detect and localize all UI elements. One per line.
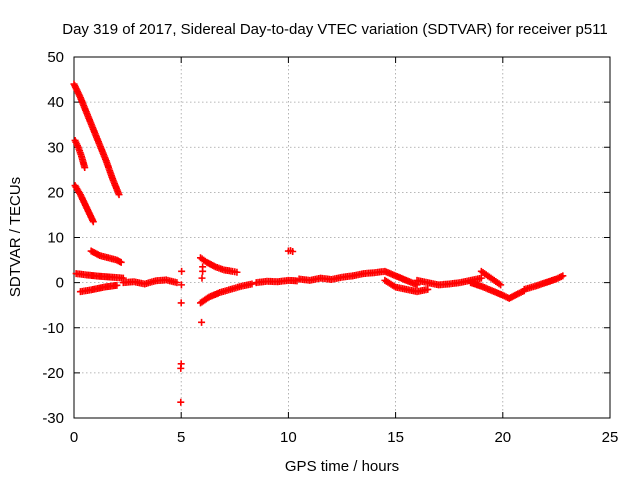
y-tick-label: 30 [47, 139, 64, 156]
data-point [231, 268, 239, 276]
data-point [114, 189, 122, 197]
data-point [177, 360, 185, 368]
data-point [177, 398, 185, 406]
data-point [551, 276, 559, 284]
data-point [218, 265, 226, 273]
data-point [178, 267, 186, 275]
data-point [75, 188, 83, 196]
data-point [80, 162, 88, 170]
data-point [225, 286, 233, 294]
x-tick-label: 20 [494, 429, 511, 446]
data-point [199, 263, 207, 271]
data-point [198, 274, 206, 282]
y-tick-label: 0 [56, 275, 64, 292]
x-tick-label: 0 [70, 429, 78, 446]
data-point [94, 251, 102, 259]
y-axis-label: SDTVAR / TECUs [7, 177, 24, 297]
data-point [82, 108, 90, 116]
chart-title: Day 319 of 2017, Sidereal Day-to-day VTE… [62, 21, 608, 38]
y-tick-label: -10 [42, 320, 64, 337]
x-tick-label: 25 [602, 429, 619, 446]
data-point [118, 274, 126, 282]
x-tick-label: 5 [177, 429, 185, 446]
data-point [214, 289, 222, 297]
data-point [210, 262, 218, 270]
data-point [171, 278, 179, 286]
data-point [557, 273, 565, 281]
data-point [77, 150, 85, 158]
data-point [111, 282, 119, 290]
y-tick-label: 50 [47, 49, 64, 66]
data-point [246, 280, 254, 288]
data-point [235, 283, 243, 291]
data-point [89, 216, 97, 224]
data-point [73, 142, 81, 150]
data-point [497, 291, 505, 299]
data-point [529, 283, 537, 291]
data-point [177, 281, 185, 289]
data-point [198, 318, 206, 326]
x-axis-label: GPS time / hours [285, 458, 399, 475]
data-point [495, 280, 503, 288]
x-tick-label: 10 [280, 429, 297, 446]
x-axis: 0 5 10 15 20 25 [70, 57, 619, 446]
data-point [108, 173, 116, 181]
data-points [70, 80, 567, 406]
data-point [389, 281, 397, 289]
y-tick-label: 10 [47, 230, 64, 247]
data-point [422, 286, 430, 294]
y-axis: -30 -20 -10 0 10 20 30 40 50 [42, 49, 610, 427]
data-point [116, 258, 124, 266]
x-tick-label: 15 [387, 429, 404, 446]
y-tick-label: -30 [42, 410, 64, 427]
data-point [177, 299, 185, 307]
data-point [412, 280, 420, 288]
data-point [476, 274, 484, 282]
y-tick-label: -20 [42, 365, 64, 382]
data-point [102, 155, 110, 163]
data-point [291, 277, 299, 285]
data-point [111, 256, 119, 264]
data-point [390, 282, 398, 290]
y-tick-label: 40 [47, 94, 64, 111]
data-point [103, 253, 111, 261]
data-point [89, 124, 97, 132]
data-point [202, 295, 210, 303]
data-point [95, 139, 103, 147]
data-point [289, 247, 297, 255]
y-tick-label: 20 [47, 184, 64, 201]
